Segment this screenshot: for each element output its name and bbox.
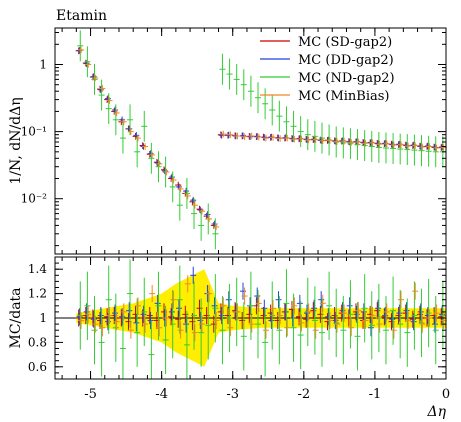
lower-y-tick-label: 0.8 (28, 335, 47, 349)
lower-y-axis-label: MC/data (8, 287, 24, 348)
x-tick-label: -5 (84, 387, 97, 402)
legend-entry-dd-gap2: MC (DD-gap2) (260, 53, 394, 68)
axis-ticks: -5 -4 -3 -2 -1 0 1 10⁻¹ 10⁻² 1.4 1.2 1 0.8 0.6 (21, 28, 450, 402)
lower-y-tick-label: 1.2 (28, 287, 47, 301)
upper-plot-frame (54, 27, 447, 255)
upper-y-tick-label: 1 (39, 58, 47, 72)
series-mc-dd-gap2 (76, 47, 446, 337)
legend-entry-minbias: MC (MinBias) (260, 89, 390, 104)
plot-title: Etamin (56, 8, 107, 24)
lower-y-tick-label: 1 (39, 311, 47, 325)
legend-entry-nd-gap2: MC (ND-gap2) (260, 71, 395, 86)
lower-y-tick-label: 1.4 (28, 262, 47, 276)
upper-y-tick-label: 10⁻² (21, 192, 48, 206)
legend-label-dd-gap2: MC (DD-gap2) (298, 53, 394, 68)
x-tick-label: -2 (297, 387, 310, 402)
legend-entry-sd-gap2: MC (SD-gap2) (260, 35, 392, 50)
data-marks (75, 30, 447, 379)
x-tick-label: -3 (226, 387, 239, 402)
x-axis-label: Δη (427, 404, 447, 420)
upper-y-tick-label: 10⁻¹ (21, 125, 47, 139)
legend-label-nd-gap2: MC (ND-gap2) (298, 71, 395, 86)
x-tick-label: 0 (442, 387, 450, 402)
x-tick-label: -4 (155, 387, 168, 402)
legend-label-sd-gap2: MC (SD-gap2) (298, 35, 392, 50)
upper-y-axis-label: 1/N, dN/dΔη (8, 97, 24, 184)
legend: MC (SD-gap2) MC (DD-gap2) MC (ND-gap2) M… (260, 35, 395, 104)
lower-y-tick-label: 0.6 (28, 360, 47, 374)
legend-label-minbias: MC (MinBias) (298, 89, 390, 104)
series-mc-nd-gap2 (77, 30, 446, 379)
x-tick-label: -1 (369, 387, 382, 402)
series-mc-minbias (78, 46, 447, 342)
